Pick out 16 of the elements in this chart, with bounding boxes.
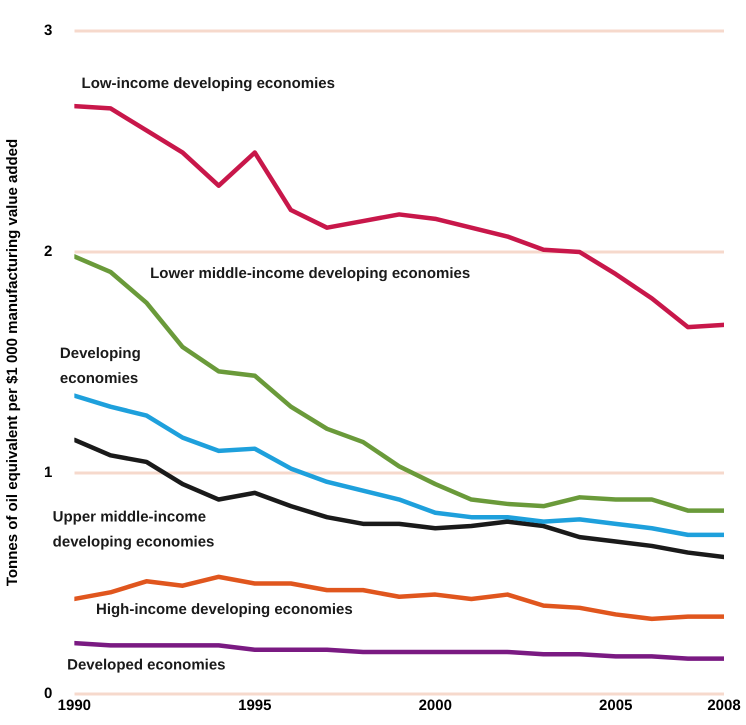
- series-label: High-income developing economies: [96, 601, 353, 618]
- x-tick-label: 2000: [418, 697, 452, 714]
- y-tick-label: 2: [44, 243, 52, 260]
- series-label: Upper middle-income developing economies: [52, 508, 214, 550]
- series-label: Low-income developing economies: [82, 75, 335, 92]
- y-axis-title: Tonnes of oil equivalent per $1 000 manufacturing value added: [4, 138, 22, 586]
- series-label: Lower middle-income developing economies: [150, 265, 470, 282]
- y-tick-label: 3: [44, 22, 52, 40]
- series-label: Developing economies: [60, 344, 141, 387]
- series-label: Developed economies: [67, 656, 226, 674]
- x-tick-label: 1990: [58, 697, 92, 714]
- x-tick-label: 2005: [599, 697, 632, 714]
- x-tick-label: 1995: [238, 697, 272, 714]
- y-tick-label: 0: [44, 685, 52, 702]
- x-tick-label: 2008: [707, 697, 741, 714]
- y-tick-label: 1: [44, 464, 52, 482]
